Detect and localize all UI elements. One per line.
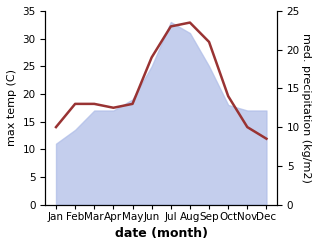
X-axis label: date (month): date (month) — [115, 227, 208, 240]
Y-axis label: max temp (C): max temp (C) — [7, 69, 17, 146]
Y-axis label: med. precipitation (kg/m2): med. precipitation (kg/m2) — [301, 33, 311, 183]
